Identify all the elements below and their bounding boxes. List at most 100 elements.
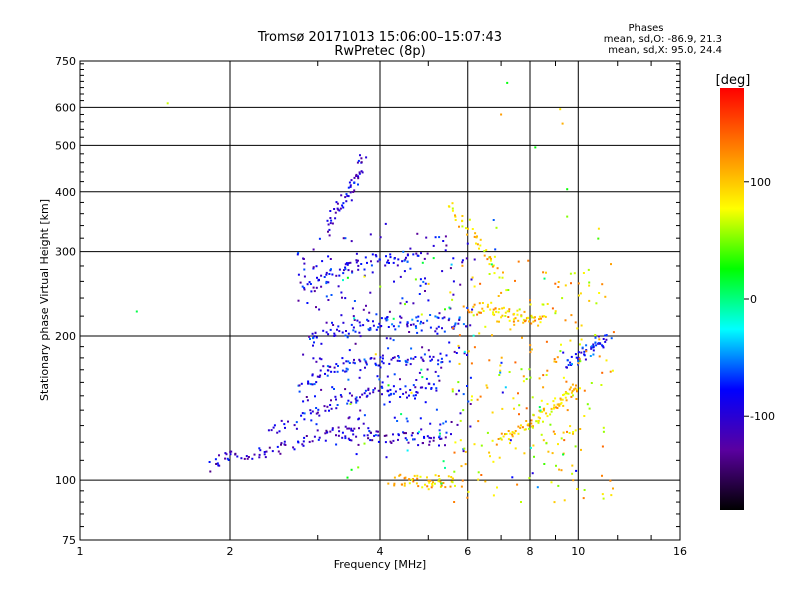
data-point bbox=[295, 427, 298, 430]
data-point bbox=[398, 474, 401, 477]
data-point bbox=[324, 372, 326, 375]
data-point bbox=[329, 269, 332, 272]
data-point bbox=[570, 282, 572, 285]
data-point bbox=[388, 400, 391, 403]
data-point bbox=[430, 437, 432, 440]
data-point bbox=[350, 179, 353, 182]
data-point bbox=[336, 370, 339, 373]
data-point bbox=[348, 362, 351, 364]
data-point bbox=[333, 208, 336, 210]
data-point bbox=[263, 453, 266, 456]
data-point bbox=[389, 440, 392, 443]
data-point bbox=[566, 409, 569, 412]
data-point bbox=[512, 318, 515, 321]
data-point bbox=[566, 188, 569, 191]
data-point bbox=[303, 436, 306, 439]
data-point bbox=[414, 356, 417, 358]
data-point bbox=[347, 269, 350, 272]
data-point bbox=[351, 429, 354, 432]
data-point bbox=[472, 305, 475, 308]
data-point bbox=[486, 431, 489, 434]
data-point bbox=[367, 389, 370, 391]
data-point bbox=[421, 346, 424, 349]
data-point bbox=[393, 373, 396, 376]
data-point bbox=[543, 463, 546, 465]
data-point bbox=[417, 315, 420, 318]
data-point bbox=[530, 314, 533, 317]
data-point bbox=[532, 413, 535, 416]
data-point bbox=[330, 370, 333, 373]
data-point bbox=[337, 365, 339, 367]
data-point bbox=[421, 261, 424, 264]
data-point bbox=[245, 455, 248, 457]
data-point bbox=[350, 401, 353, 404]
data-point bbox=[416, 432, 419, 435]
data-point bbox=[489, 256, 492, 259]
data-point bbox=[569, 339, 572, 342]
data-point bbox=[539, 417, 541, 420]
data-point bbox=[480, 311, 482, 314]
data-point bbox=[436, 332, 439, 335]
x-tick-label: 2 bbox=[227, 545, 234, 558]
data-point bbox=[272, 426, 275, 429]
data-point bbox=[351, 307, 354, 310]
data-point bbox=[373, 357, 376, 360]
data-point bbox=[525, 407, 528, 410]
data-point bbox=[311, 410, 314, 413]
data-point bbox=[445, 431, 448, 434]
data-point bbox=[335, 407, 338, 410]
data-point bbox=[352, 326, 355, 329]
data-point bbox=[300, 382, 303, 385]
data-point bbox=[410, 357, 412, 360]
data-point bbox=[508, 319, 511, 322]
data-point bbox=[444, 249, 447, 252]
data-point bbox=[361, 171, 364, 174]
data-point bbox=[216, 462, 219, 465]
data-point bbox=[569, 386, 572, 389]
data-point bbox=[575, 398, 578, 400]
data-point bbox=[311, 383, 314, 386]
data-point bbox=[400, 316, 403, 319]
data-point bbox=[346, 476, 349, 479]
data-point bbox=[324, 432, 327, 435]
data-point bbox=[582, 497, 585, 500]
data-point bbox=[447, 475, 450, 478]
data-point bbox=[479, 238, 482, 241]
data-point bbox=[513, 312, 516, 315]
data-point bbox=[409, 247, 412, 250]
data-point bbox=[460, 465, 463, 468]
data-point bbox=[383, 403, 386, 406]
data-point bbox=[466, 354, 468, 356]
data-point bbox=[392, 439, 395, 442]
data-point bbox=[384, 441, 387, 444]
data-point bbox=[348, 427, 350, 430]
data-point bbox=[352, 329, 355, 332]
data-point bbox=[438, 444, 440, 447]
data-point bbox=[559, 108, 562, 111]
data-point bbox=[352, 361, 355, 364]
data-point bbox=[315, 286, 318, 289]
data-point bbox=[345, 367, 348, 370]
data-point bbox=[519, 427, 522, 429]
data-point bbox=[435, 387, 438, 390]
data-point bbox=[313, 341, 315, 344]
data-point bbox=[388, 310, 391, 313]
data-point bbox=[329, 217, 332, 219]
data-point bbox=[426, 485, 429, 488]
data-point bbox=[491, 411, 494, 414]
data-point bbox=[355, 453, 358, 456]
data-point bbox=[381, 393, 383, 396]
data-point bbox=[602, 346, 605, 349]
data-point bbox=[488, 451, 491, 454]
data-point bbox=[550, 407, 553, 410]
data-point bbox=[598, 292, 601, 294]
data-point bbox=[428, 436, 431, 439]
data-point bbox=[331, 273, 334, 276]
data-point bbox=[420, 320, 422, 323]
data-point bbox=[370, 260, 372, 263]
data-point bbox=[341, 296, 343, 299]
data-point bbox=[386, 318, 389, 321]
data-point bbox=[527, 424, 530, 427]
data-point bbox=[393, 482, 396, 485]
data-point bbox=[328, 234, 331, 237]
